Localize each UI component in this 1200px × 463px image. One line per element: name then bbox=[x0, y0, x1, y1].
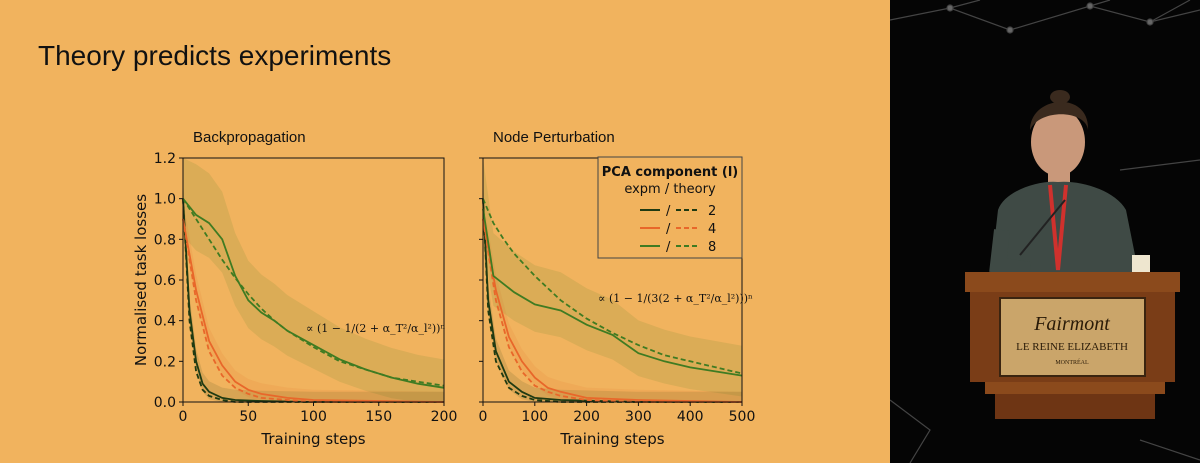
confidence-band-8 bbox=[483, 158, 742, 397]
y-tick-label: 0.6 bbox=[154, 273, 176, 289]
x-tick-label: 0 bbox=[179, 409, 188, 425]
y-axis-label: Normalised task losses bbox=[132, 194, 150, 366]
x-tick-label: 400 bbox=[677, 409, 704, 425]
legend-separator: / bbox=[666, 222, 671, 237]
chart-title: Node Perturbation bbox=[493, 129, 615, 146]
legend-title: PCA component (l) bbox=[602, 165, 738, 180]
legend-subtitle: expm / theory bbox=[624, 182, 716, 197]
legend-entry-label: 4 bbox=[708, 222, 716, 237]
y-tick-label: 0.4 bbox=[154, 314, 176, 330]
slide-title: Theory predicts experiments bbox=[38, 40, 392, 71]
x-tick-label: 200 bbox=[431, 409, 458, 425]
series-line-4-solid bbox=[482, 218, 743, 403]
x-tick-label: 100 bbox=[300, 409, 327, 425]
x-axis-label: Training steps bbox=[559, 430, 664, 448]
series-line-4-solid bbox=[182, 218, 445, 403]
speaker-scene: Fairmont LE REINE ELIZABETH MONTRÉAL bbox=[890, 0, 1200, 463]
speaker bbox=[989, 90, 1150, 280]
y-tick-label: 0.0 bbox=[154, 395, 176, 411]
series-line-8-dashed bbox=[182, 198, 445, 387]
network-backdrop bbox=[890, 0, 1200, 463]
x-tick-label: 150 bbox=[365, 409, 392, 425]
confidence-band-8 bbox=[183, 158, 444, 402]
y-tick-label: 0.2 bbox=[154, 354, 176, 370]
x-tick-label: 500 bbox=[729, 409, 756, 425]
y-tick-label: 1.2 bbox=[154, 151, 176, 167]
chart-2: 0 100 200 300 400 500 Node Perturbation Trainin… bbox=[479, 129, 756, 448]
series-line-4-dashed bbox=[482, 218, 742, 403]
formula-annotation: ∝ (1 − 1/(3(2 + α_T²/α_l²)))ⁿ bbox=[598, 292, 753, 305]
series-line-4-dashed bbox=[182, 218, 444, 403]
legend: PCA component (l) expm / theory / 2 / 4 / 8 bbox=[597, 156, 743, 259]
podium-line3: MONTRÉAL bbox=[1055, 358, 1089, 366]
legend-separator: / bbox=[666, 204, 671, 219]
y-tick-label: 0.8 bbox=[154, 232, 176, 248]
series-line-8-dashed bbox=[482, 198, 743, 375]
legend-separator: / bbox=[666, 240, 671, 255]
formula-annotation: ∝ (1 − 1/(2 + α_T²/α_l²))ⁿ bbox=[306, 322, 445, 335]
podium: Fairmont LE REINE ELIZABETH MONTRÉAL bbox=[965, 272, 1180, 419]
chart-title: Backpropagation bbox=[193, 129, 306, 146]
podium-line2: LE REINE ELIZABETH bbox=[1016, 341, 1128, 353]
speaker-video: Fairmont LE REINE ELIZABETH MONTRÉAL bbox=[890, 0, 1200, 463]
legend-entry-label: 8 bbox=[708, 240, 716, 255]
chart-area: 0 50 100 150 200 0.0 0.2 0.4 0.6 0.8 1.0 1.2 Backpro… bbox=[132, 129, 756, 448]
legend-entry-label: 2 bbox=[708, 204, 716, 219]
presentation-slide: Theory predicts experiments 0 50 100 150 200… bbox=[0, 0, 890, 463]
series-line-8-solid bbox=[482, 208, 743, 377]
chart-1: 0 50 100 150 200 0.0 0.2 0.4 0.6 0.8 1.0 1.2 Backpro… bbox=[132, 129, 457, 448]
x-axis-label: Training steps bbox=[260, 430, 365, 448]
x-tick-label: 100 bbox=[521, 409, 548, 425]
x-tick-label: 50 bbox=[239, 409, 257, 425]
x-tick-label: 200 bbox=[573, 409, 600, 425]
y-tick-label: 1.0 bbox=[154, 192, 176, 208]
x-tick-label: 0 bbox=[479, 409, 488, 425]
podium-brand: Fairmont bbox=[1033, 313, 1110, 335]
legend-box bbox=[597, 156, 743, 259]
x-tick-label: 300 bbox=[625, 409, 652, 425]
